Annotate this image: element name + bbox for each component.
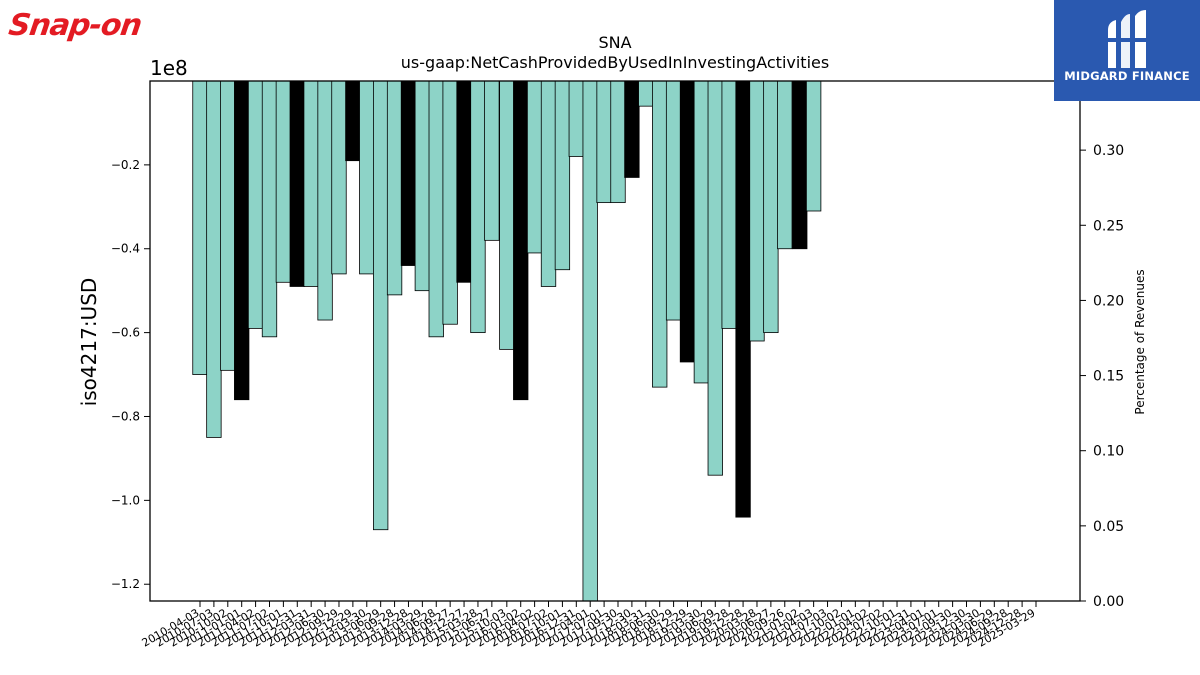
- y-tick-label: −0.2: [111, 158, 140, 172]
- y-axis-label: iso4217:USD: [77, 278, 101, 407]
- y2-tick-label: 0.10: [1093, 444, 1124, 460]
- y-tick-label: −0.4: [111, 242, 140, 256]
- bar: [317, 80, 333, 321]
- y-tick-label: −0.6: [111, 326, 140, 340]
- snap-on-logo: Snap-on: [7, 4, 183, 44]
- bar: [192, 80, 208, 375]
- plot-frame: [149, 80, 1081, 602]
- bar: [792, 80, 808, 250]
- bar: [763, 80, 779, 334]
- bar: [526, 80, 543, 254]
- bar: [610, 80, 626, 204]
- bar: [400, 80, 417, 266]
- bar: [513, 80, 529, 401]
- chart-subtitle: us-gaap:NetCashProvidedByUsedInInvesting…: [401, 53, 829, 72]
- bar: [665, 80, 682, 321]
- bar: [331, 80, 347, 275]
- svg-text:Snap-on: Snap-on: [8, 8, 143, 43]
- bar: [499, 80, 515, 350]
- bar: [596, 80, 612, 204]
- bar: [777, 80, 793, 250]
- bar: [805, 80, 822, 212]
- bar: [554, 80, 571, 271]
- y2-tick-label: 0.05: [1093, 519, 1124, 535]
- bar: [442, 80, 458, 325]
- y-tick-label: −0.8: [111, 409, 140, 423]
- bar: [359, 80, 375, 275]
- bar: [470, 80, 486, 334]
- bar: [261, 80, 278, 338]
- bar: [624, 80, 640, 178]
- bar: [707, 80, 723, 476]
- bar: [386, 80, 403, 296]
- bar: [735, 80, 751, 518]
- bar: [540, 80, 557, 287]
- chart-title: SNA: [598, 33, 631, 52]
- midgard-finance-logo: MIDGARD FINANCE: [1054, 0, 1200, 101]
- y2-tick-label: 0.30: [1093, 143, 1124, 159]
- bar: [345, 80, 361, 162]
- y-tick-label: −1.2: [111, 577, 140, 591]
- bar: [289, 80, 305, 287]
- bar: [456, 80, 472, 283]
- y-offset-label: 1e8: [150, 56, 188, 80]
- bar: [234, 80, 250, 401]
- midgard-finance-text: MIDGARD FINANCE: [1064, 69, 1190, 83]
- bar: [638, 80, 654, 107]
- bar: [484, 80, 500, 241]
- y2-tick-label: 0.00: [1093, 594, 1124, 610]
- bar: [693, 80, 710, 384]
- bar: [275, 80, 292, 283]
- bar: [303, 80, 319, 287]
- bar: [652, 80, 668, 388]
- bar: [247, 80, 264, 329]
- bar: [582, 80, 598, 602]
- y-tick-label: −1.0: [111, 493, 140, 507]
- bar: [414, 80, 431, 292]
- bar: [373, 80, 389, 531]
- bar: [679, 80, 696, 363]
- y2-tick-label: 0.20: [1093, 293, 1124, 309]
- bar: [206, 80, 222, 438]
- bar: [220, 80, 236, 371]
- y2-tick-label: 0.25: [1093, 218, 1124, 234]
- y2-axis-label: Percentage of Revenues: [1133, 269, 1147, 414]
- y2-tick-label: 0.15: [1093, 369, 1124, 385]
- bar: [749, 80, 765, 342]
- bar: [568, 80, 584, 157]
- bar: [721, 80, 737, 329]
- bar: [428, 80, 444, 338]
